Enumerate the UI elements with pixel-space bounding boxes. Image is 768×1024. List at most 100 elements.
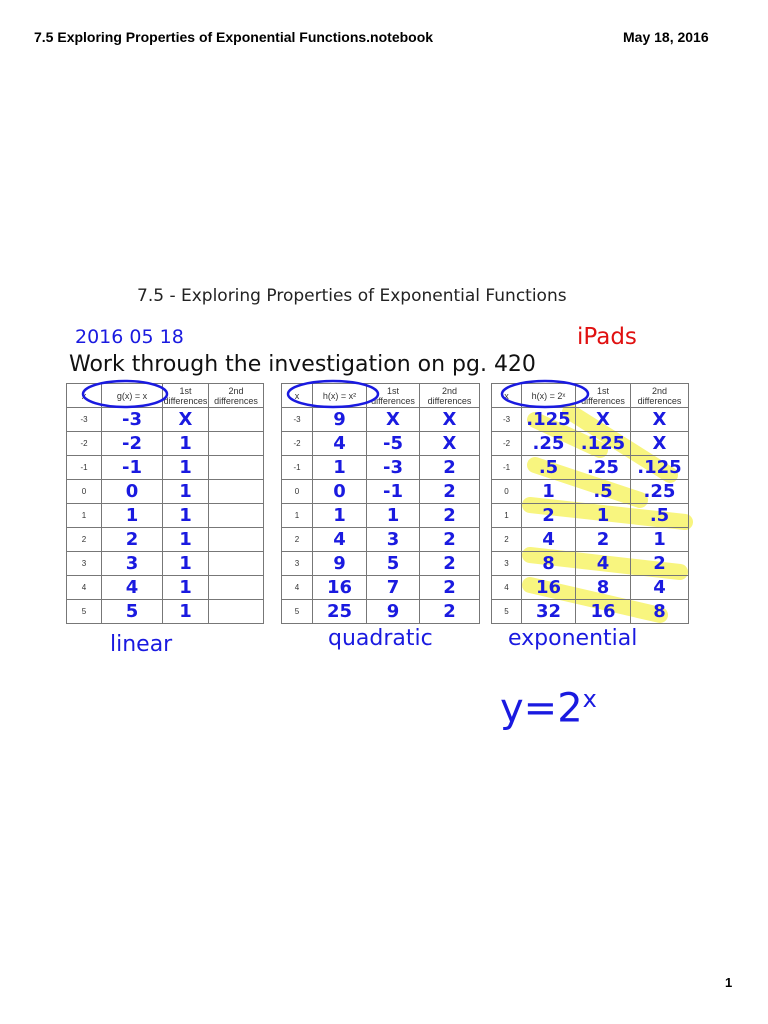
value-cell: 5 [366,551,420,576]
value-cell: X [419,431,480,456]
x-cell: 3 [491,551,522,576]
table-row: 1 2 1.5 [491,503,689,528]
value-cell: 8 [630,599,689,624]
x-cell: 3 [281,551,313,576]
value-cell: X [419,407,480,432]
value-cell: 25 [312,599,367,624]
column-header: h(x) = 2ˣ [521,383,576,408]
value-cell: 9 [312,407,367,432]
empty-cell [208,455,264,480]
value-cell: .5 [521,455,576,480]
table-row: 4 16 7 2 [281,575,480,600]
x-cell: -3 [66,407,102,432]
table-label: linear [110,632,173,657]
value-cell: 1 [162,431,209,456]
x-cell: -2 [66,431,102,456]
x-cell: 3 [66,551,102,576]
column-header: g(x) = x [101,383,163,408]
x-cell: 5 [491,599,522,624]
value-cell: 16 [521,575,576,600]
x-cell: 1 [281,503,313,528]
column-header: 1st differences [575,383,631,408]
x-cell: -2 [281,431,313,456]
value-cell: -3 [101,407,163,432]
column-header: x [491,383,522,408]
value-cell: 3 [366,527,420,552]
value-cell: 1 [101,503,163,528]
value-cell: 2 [521,503,576,528]
table-row: -1 1 -3 2 [281,455,480,480]
value-cell: X [575,407,631,432]
value-cell: -1 [366,479,420,504]
value-cell: 1 [162,551,209,576]
x-cell: 4 [491,575,522,600]
value-cell: 4 [312,431,367,456]
formula-exponent: x [582,685,597,713]
page-number: 1 [725,975,733,990]
value-cell: .25 [630,479,689,504]
x-cell: -2 [491,431,522,456]
table-row: -1 -1 1 [66,455,264,480]
value-cell: 4 [521,527,576,552]
table-row: -2 -2 1 [66,431,264,456]
value-cell: X [630,407,689,432]
x-cell: -1 [491,455,522,480]
value-cell: .5 [630,503,689,528]
formula-base: y=2 [500,685,583,732]
formula: y=2x [500,685,597,731]
x-cell: 1 [491,503,522,528]
empty-cell [208,431,264,456]
x-cell: 0 [491,479,522,504]
value-cell: 1 [312,503,367,528]
table-row: 5 25 9 2 [281,599,480,624]
value-cell: 4 [630,575,689,600]
x-cell: 2 [491,527,522,552]
value-cell: 2 [419,479,480,504]
value-cell: -3 [366,455,420,480]
value-cell: 5 [101,599,163,624]
value-cell: 3 [101,551,163,576]
value-cell: 1 [162,599,209,624]
value-cell: 1 [312,455,367,480]
date-note: 2016 05 18 [75,326,184,348]
x-cell: -3 [281,407,313,432]
value-cell: 2 [419,455,480,480]
column-header: x [281,383,313,408]
value-cell: .125 [575,431,631,456]
table-row: -3 -3 X [66,407,264,432]
value-cell: 1 [630,527,689,552]
x-cell: 4 [66,575,102,600]
value-cell: 2 [419,551,480,576]
value-cell: 8 [521,551,576,576]
value-cell: 1 [162,455,209,480]
x-cell: 1 [66,503,102,528]
x-cell: 2 [281,527,313,552]
value-cell: 1 [162,527,209,552]
value-cell: 4 [312,527,367,552]
x-cell: 2 [66,527,102,552]
value-cell: X [366,407,420,432]
x-cell: 4 [281,575,313,600]
value-cell: .125 [521,407,576,432]
table-label: quadratic [328,626,433,651]
column-header: 2nd differences [630,383,689,408]
table-row: -3.125 X X [491,407,689,432]
table-row: 0 1.5.25 [491,479,689,504]
table-row: 4 16 8 4 [491,575,689,600]
value-cell: 9 [366,599,420,624]
data-table: x h(x) = x² 1st differences 2nd differences… [281,383,480,624]
data-table: x h(x) = 2ˣ 1st differences 2nd differences… [491,383,689,624]
value-cell: 1 [366,503,420,528]
column-header: h(x) = x² [312,383,367,408]
empty-cell [208,479,264,504]
table-row: 5 32 16 8 [491,599,689,624]
value-cell: .25 [521,431,576,456]
table-label: exponential [508,626,638,651]
